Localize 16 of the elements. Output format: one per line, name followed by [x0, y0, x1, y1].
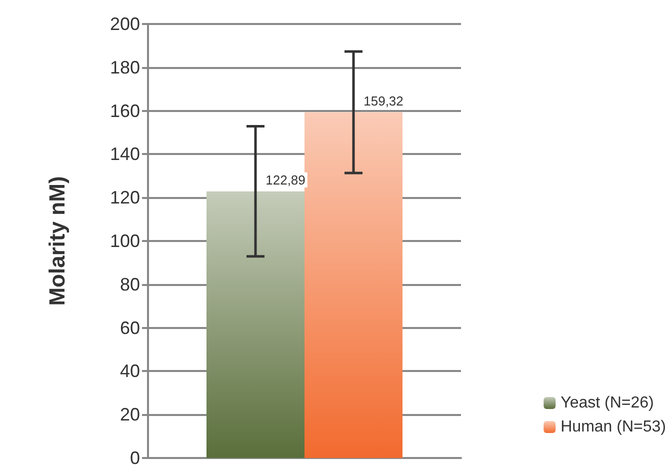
- y-tick-label: 80: [120, 274, 140, 294]
- y-tick-label: 100: [110, 231, 140, 251]
- y-tick-label: 20: [120, 404, 140, 425]
- y-axis-title: Molarity nM): [44, 176, 70, 306]
- y-tick-label: 40: [120, 361, 140, 382]
- data-label: 159,32: [364, 93, 404, 108]
- y-tick-label: 60: [120, 318, 140, 338]
- data-label: 122,89: [266, 172, 306, 188]
- y-tick-label: 200: [110, 14, 140, 34]
- y-tick-label: 120: [110, 188, 140, 208]
- legend-label: Human (N=53): [560, 418, 666, 436]
- y-tick-label: 160: [110, 100, 140, 121]
- y-tick-label: 0: [130, 448, 140, 468]
- legend-label: Yeast (N=26): [560, 394, 654, 412]
- y-tick-label: 180: [110, 57, 140, 78]
- y-tick-label: 140: [110, 144, 140, 164]
